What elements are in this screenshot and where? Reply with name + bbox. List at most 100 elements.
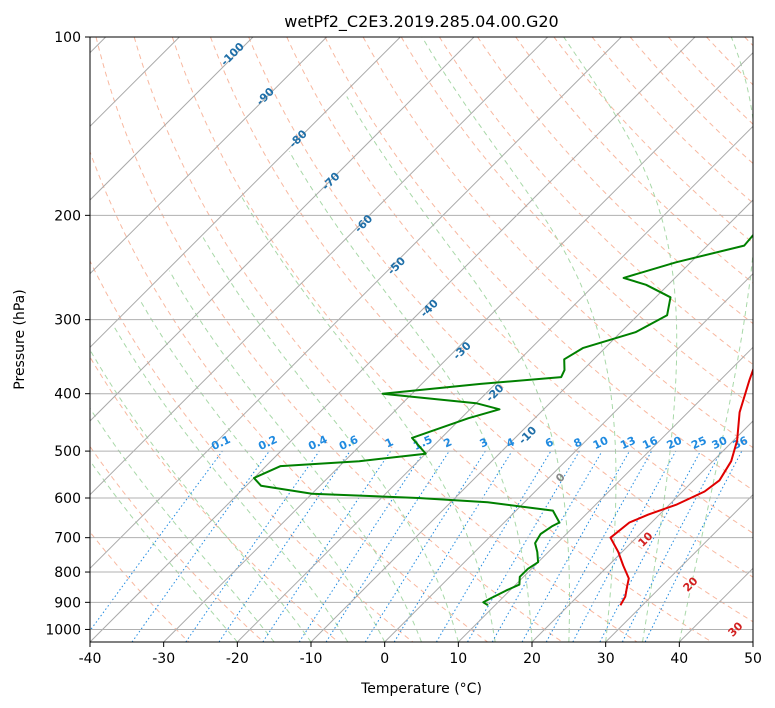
mixing-ratio-line [262, 450, 392, 642]
mixing-ratio-label: 0.2 [256, 433, 279, 453]
dry-adiabat-line [90, 259, 414, 642]
isotherm-line [163, 51, 753, 642]
dry-adiabat-line [90, 445, 264, 642]
y-tick-label: 700 [54, 531, 81, 547]
isotherm-line [90, 37, 622, 570]
y-tick-label: 200 [54, 208, 81, 224]
isotherm-label: 30 [726, 619, 746, 639]
dry-adiabat-line [744, 37, 753, 47]
isotherm-label: -70 [319, 169, 342, 192]
moist-adiabat-line [678, 37, 753, 642]
dry-adiabat-line [133, 37, 638, 642]
moist-adiabat-line [346, 96, 570, 642]
dry-adiabat-line [362, 37, 753, 449]
mixing-ratio-line [435, 450, 552, 642]
x-tick-label: 30 [597, 651, 615, 667]
moist-adiabat-line [90, 349, 312, 642]
mixing-ratio-label: 1 [383, 435, 395, 450]
dry-adiabat-line [515, 37, 753, 284]
moist-adiabat-line [421, 37, 617, 642]
dry-adiabat-line [591, 37, 753, 204]
isotherm-line [457, 346, 753, 642]
isotherm-label: -50 [385, 254, 408, 277]
x-tick-label: 50 [744, 651, 762, 667]
mixing-ratio-label: 30 [710, 434, 730, 452]
moist-adiabat-line [90, 407, 275, 642]
y-tick-label: 500 [54, 444, 81, 460]
mixing-ratio-line [545, 450, 653, 642]
moist-adiabat-line [90, 459, 238, 642]
isotherm-label: -10 [516, 424, 539, 447]
mixing-ratio-label: 16 [640, 434, 660, 452]
x-tick-label: -40 [79, 651, 102, 667]
x-axis-label: Temperature (°C) [360, 681, 482, 697]
mixing-ratio-line [644, 450, 743, 642]
isotherm-line [678, 567, 753, 642]
isotherm-label: -20 [483, 381, 506, 404]
mixing-ratio-label: 25 [689, 434, 708, 452]
mixing-ratio-label: 8 [572, 435, 584, 450]
y-tick-label: 400 [54, 387, 81, 403]
x-tick-label: -10 [300, 651, 323, 667]
isotherm-label: -90 [254, 85, 277, 108]
isotherm-line [605, 493, 753, 642]
isotherm-line [310, 199, 753, 642]
mixing-ratio-line [364, 450, 486, 642]
dry-adiabat-line [477, 37, 753, 325]
mixing-ratio-line [325, 450, 450, 642]
isotherm-line [752, 641, 753, 642]
y-axis-label: Pressure (hPa) [12, 289, 28, 389]
y-tick-label: 100 [54, 30, 81, 46]
x-tick-label: 10 [449, 651, 467, 667]
isotherm-label: -30 [451, 339, 474, 362]
mixing-ratio-label: 2 [442, 435, 454, 450]
mixing-ratio-line [131, 450, 270, 642]
y-tick-label: 300 [54, 313, 81, 329]
isotherm-line [90, 37, 328, 275]
y-tick-label: 600 [54, 491, 81, 507]
y-tick-label: 900 [54, 595, 81, 611]
dry-adiabat-line [400, 37, 753, 407]
dry-adiabat-line [553, 37, 753, 244]
dry-adiabat-line [324, 37, 753, 491]
moist-adiabat-line [241, 196, 496, 642]
x-tick-label: -20 [226, 651, 249, 667]
mixing-ratio-line [521, 450, 630, 642]
moist-adiabat-line [112, 324, 349, 642]
x-tick-label: 40 [670, 651, 688, 667]
moist-adiabat-line [202, 237, 459, 642]
mixing-ratio-label: 20 [665, 434, 685, 452]
isotherm-line [90, 37, 401, 349]
mixing-ratio-label: 10 [591, 434, 611, 452]
isotherm-line [236, 125, 753, 642]
x-tick-label: 20 [523, 651, 541, 667]
isotherm-line [531, 420, 753, 642]
dewpoint-profile-line [253, 233, 753, 607]
y-tick-label: 800 [54, 565, 81, 581]
isotherm-label: 40 [771, 664, 775, 684]
isotherm-line [90, 37, 696, 642]
chart-title: wetPf2_C2E3.2019.285.04.00.G20 [284, 12, 558, 32]
mixing-ratio-line [90, 450, 223, 632]
mixing-ratio-label: 13 [618, 434, 637, 452]
mixing-ratio-line [185, 450, 320, 642]
plot-frame [89, 36, 754, 643]
moist-adiabat-line [168, 270, 422, 642]
moist-adiabat-line [139, 299, 386, 642]
dry-adiabat-line [210, 37, 753, 623]
mixing-ratio-line [298, 450, 425, 642]
x-tick-label: -30 [152, 651, 175, 667]
dry-adiabat-line [668, 37, 753, 125]
mixing-ratio-line [572, 450, 677, 642]
isotherm-label: -40 [418, 297, 441, 320]
dry-adiabat-line [90, 356, 339, 642]
mixing-ratio-line [393, 450, 513, 642]
isotherm-line [90, 37, 549, 496]
mixing-ratio-label: 6 [543, 435, 556, 450]
dry-adiabat-line [248, 37, 753, 578]
moist-adiabat-line [563, 37, 678, 642]
x-tick-label: 0 [380, 651, 389, 667]
temperature-profile-line [609, 367, 753, 606]
isotherm-line [384, 272, 753, 642]
